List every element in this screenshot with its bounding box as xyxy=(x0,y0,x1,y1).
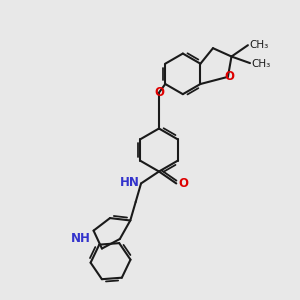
Text: CH₃: CH₃ xyxy=(251,59,270,69)
Text: O: O xyxy=(154,86,164,99)
Text: CH₃: CH₃ xyxy=(249,40,268,50)
Text: O: O xyxy=(178,177,188,190)
Text: O: O xyxy=(224,70,234,83)
Text: NH: NH xyxy=(71,232,91,245)
Text: HN: HN xyxy=(120,176,140,189)
